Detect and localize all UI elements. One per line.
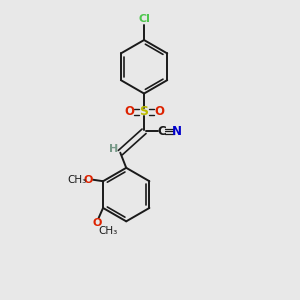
Text: C: C <box>158 125 166 138</box>
Text: O: O <box>124 106 134 118</box>
Text: O: O <box>92 218 102 228</box>
Text: O: O <box>83 175 93 185</box>
Text: CH₃: CH₃ <box>67 175 86 185</box>
Text: S: S <box>140 106 148 118</box>
Text: N: N <box>172 125 182 138</box>
Text: Cl: Cl <box>138 14 150 24</box>
Text: CH₃: CH₃ <box>98 226 117 236</box>
Text: H: H <box>109 144 119 154</box>
Text: O: O <box>154 106 164 118</box>
